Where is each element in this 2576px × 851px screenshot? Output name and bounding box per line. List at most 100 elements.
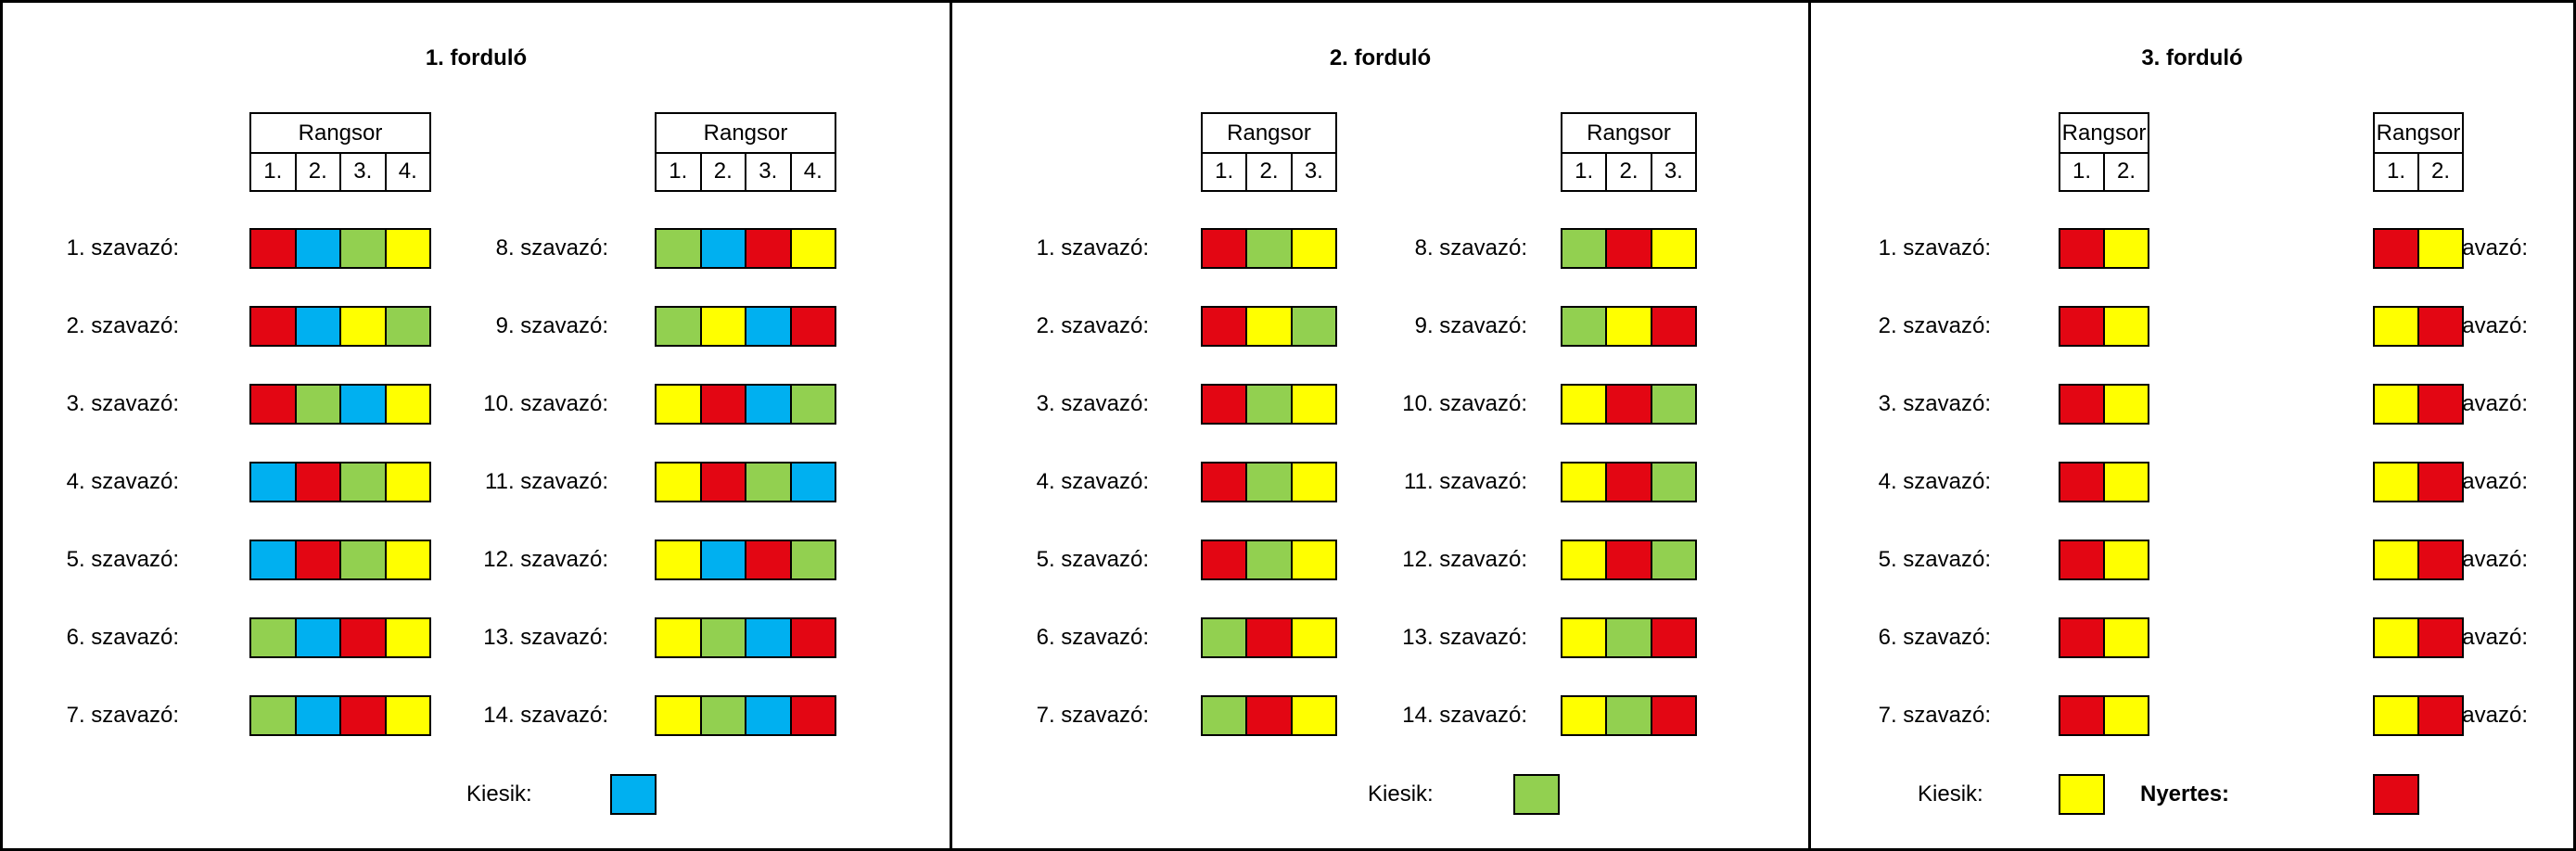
- ranking-cell-blue: [251, 464, 295, 501]
- eliminated-label: Kiesik:: [1368, 781, 1434, 807]
- voter-ballot: [655, 617, 836, 658]
- voter-ballot: [1201, 384, 1337, 425]
- ranking-header: Rangsor 1. 2.: [2373, 112, 2464, 192]
- ranking-cell-red: [339, 697, 385, 734]
- ranking-cell-blue: [745, 697, 790, 734]
- voter-label: 13. szavazó:: [483, 625, 608, 650]
- voter-ballot: [1201, 306, 1337, 347]
- ranking-cell-yellow: [1605, 308, 1651, 345]
- ranking-cell-green: [1245, 541, 1291, 578]
- ranking-cell-green: [1650, 464, 1695, 501]
- ranking-cell-green: [1562, 308, 1606, 345]
- ranking-cell-yellow: [1562, 541, 1606, 578]
- ranking-cell-yellow: [2375, 386, 2417, 423]
- ranking-cell-green: [699, 697, 745, 734]
- ranking-cell-red: [251, 308, 295, 345]
- ranking-cell-red: [745, 230, 790, 267]
- voter-ballot: [2059, 462, 2149, 502]
- voter-label: 11. szavazó:: [1404, 469, 1527, 494]
- ranking-cell-red: [1245, 619, 1291, 656]
- ranking-cell-green: [699, 619, 745, 656]
- ranking-cell-red: [1203, 541, 1246, 578]
- ranking-cell-red: [745, 541, 790, 578]
- ranking-cell-yellow: [657, 619, 700, 656]
- rank-number-row: 1. 2.: [2060, 152, 2148, 190]
- voter-ballot: [1561, 306, 1697, 347]
- ranking-cell-red: [294, 541, 339, 578]
- voter-label: 10. szavazó:: [1402, 391, 1527, 416]
- winner-swatch: [2373, 774, 2419, 815]
- ranking-cell-red: [1203, 464, 1246, 501]
- voter-label: 7. szavazó:: [1878, 703, 1991, 728]
- voter-label: 5. szavazó:: [1878, 547, 1991, 572]
- rank-number: 1.: [2386, 159, 2405, 184]
- voter-ballot: [249, 384, 431, 425]
- eliminated-label: Kiesik:: [1918, 781, 1983, 807]
- ranking-cell-yellow: [384, 697, 429, 734]
- ranking-cell-red: [251, 386, 295, 423]
- rank-number: 2.: [2417, 154, 2462, 190]
- voter-label: 5. szavazó:: [1036, 547, 1149, 572]
- rank-number-row: 1. 2.: [2375, 152, 2462, 190]
- voter-label: 4. szavazó:: [66, 469, 179, 494]
- rank-number-row: 1. 2. 3.: [1562, 152, 1695, 190]
- ranking-header-title: Rangsor: [298, 121, 383, 146]
- voter-label: 3. szavazó:: [1036, 391, 1149, 416]
- ranking-cell-green: [1650, 541, 1695, 578]
- ranking-cell-red: [1203, 230, 1246, 267]
- ranking-cell-yellow: [1290, 697, 1335, 734]
- ranking-cell-yellow: [1245, 308, 1291, 345]
- ranking-cell-yellow: [1562, 619, 1606, 656]
- voter-label: 8. szavazó:: [1414, 235, 1527, 260]
- voter-ballot: [2373, 306, 2464, 347]
- round-panel-1: 1. forduló Rangsor 1. 2. 3. 4. Rangsor 1. 2. 3. 4.…: [0, 0, 952, 851]
- ranking-cell-yellow: [2103, 386, 2148, 423]
- ranking-cell-green: [339, 230, 385, 267]
- voter-label: 3. szavazó:: [66, 391, 179, 416]
- ranking-cell-red: [789, 697, 835, 734]
- ranking-header-title: Rangsor: [703, 121, 788, 146]
- ranking-cell-red: [2060, 230, 2103, 267]
- ranking-cell-red: [1650, 619, 1695, 656]
- ranking-cell-red: [789, 308, 835, 345]
- voter-ballot: [249, 617, 431, 658]
- ranking-cell-red: [1650, 308, 1695, 345]
- ranking-cell-red: [2417, 464, 2462, 501]
- voter-label: 7. szavazó:: [1036, 703, 1149, 728]
- ranking-cell-red: [1650, 697, 1695, 734]
- ranking-cell-red: [2417, 541, 2462, 578]
- ranking-header: Rangsor 1. 2. 3. 4.: [249, 112, 431, 192]
- voter-label: 12. szavazó:: [1402, 547, 1527, 572]
- voter-ballot: [2059, 228, 2149, 269]
- voter-label: 1. szavazó:: [1878, 235, 1991, 260]
- voter-label: 14. szavazó:: [1402, 703, 1527, 728]
- ranking-cell-red: [1605, 541, 1651, 578]
- ranking-cell-blue: [294, 697, 339, 734]
- ranking-cell-yellow: [1290, 464, 1335, 501]
- ranking-cell-yellow: [1290, 619, 1335, 656]
- voter-ballot: [1201, 462, 1337, 502]
- ranking-cell-red: [2060, 541, 2103, 578]
- rank-number: 1.: [1575, 159, 1594, 184]
- voter-ballot: [655, 462, 836, 502]
- ranking-cell-green: [1290, 308, 1335, 345]
- voter-ballot: [2059, 695, 2149, 736]
- voter-label: 11. szavazó:: [485, 469, 608, 494]
- ranking-cell-yellow: [1650, 230, 1695, 267]
- ranking-cell-red: [1605, 230, 1651, 267]
- ranking-cell-red: [699, 464, 745, 501]
- voter-ballot: [1561, 617, 1697, 658]
- voter-ballot: [2373, 228, 2464, 269]
- rank-number: 3.: [339, 154, 385, 190]
- voter-label: 2. szavazó:: [1878, 313, 1991, 338]
- ranking-cell-yellow: [2375, 308, 2417, 345]
- rank-number: 2.: [699, 154, 746, 190]
- ranking-cell-green: [251, 619, 295, 656]
- rank-number: 3.: [745, 154, 790, 190]
- voter-ballot: [249, 695, 431, 736]
- ranking-cell-yellow: [1290, 386, 1335, 423]
- voter-ballot: [249, 462, 431, 502]
- ranking-cell-red: [1203, 386, 1246, 423]
- ranking-cell-red: [2417, 386, 2462, 423]
- round-panel-2: 2. forduló Rangsor 1. 2. 3. Rangsor 1. 2. 3. 1. s…: [950, 0, 1811, 851]
